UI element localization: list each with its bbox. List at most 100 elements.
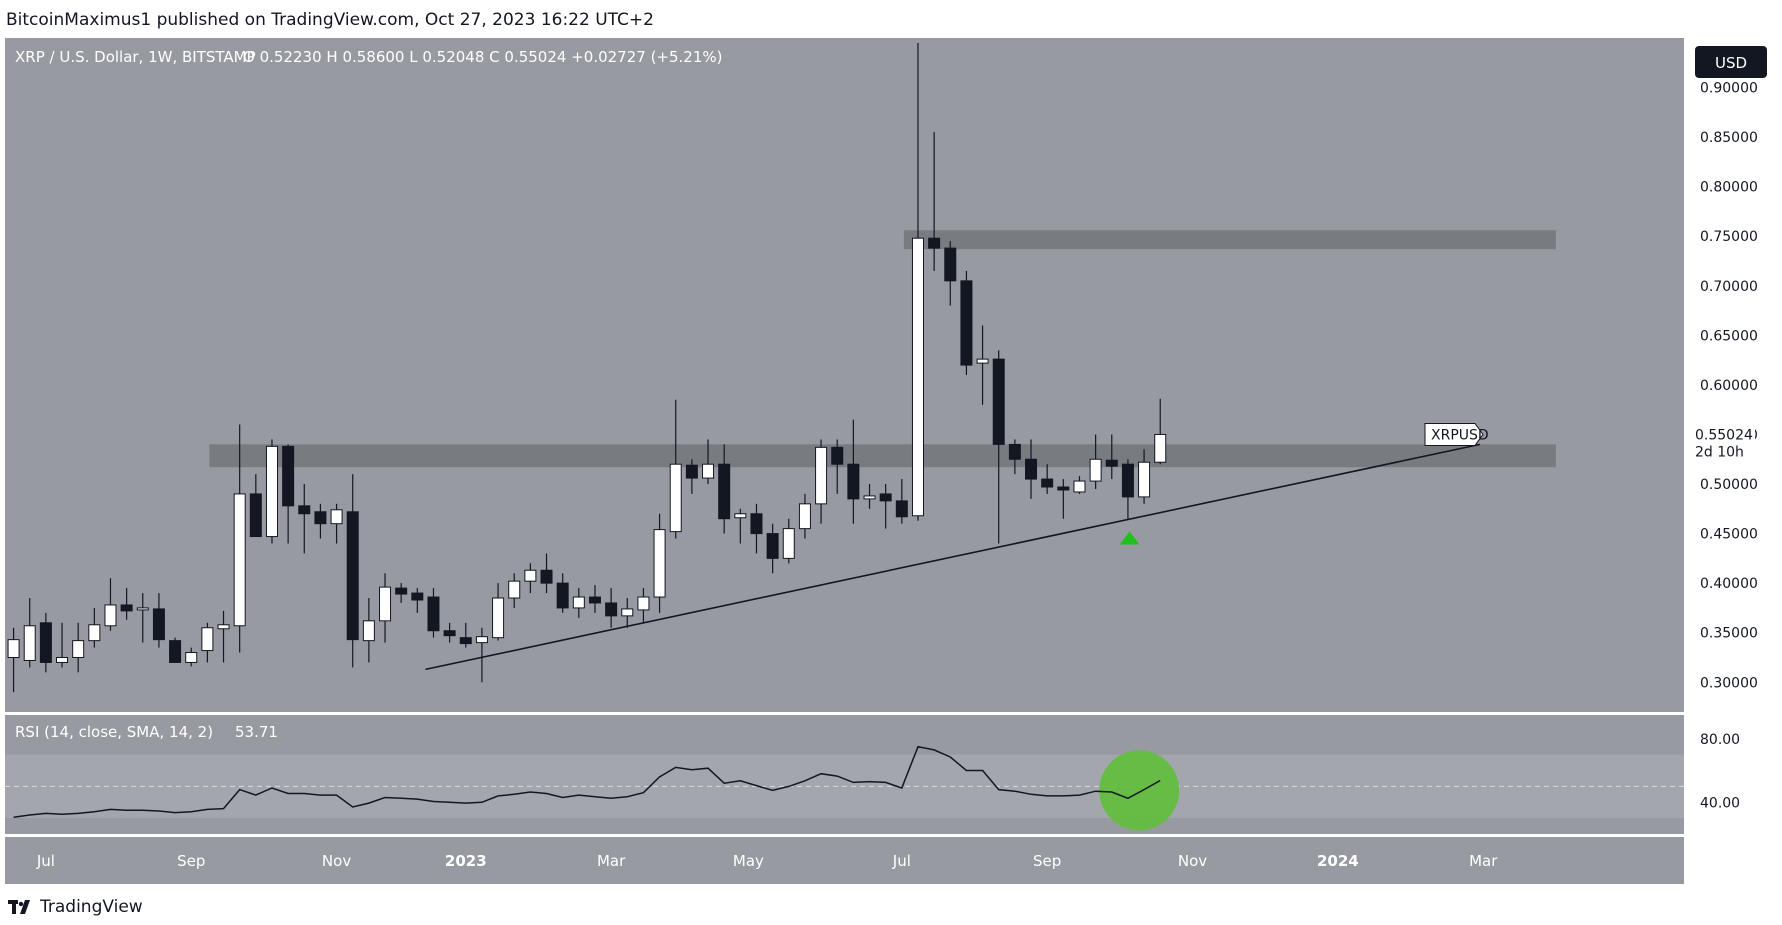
candle [669, 399, 682, 539]
price-axis[interactable] [1687, 38, 1777, 712]
candle [120, 588, 133, 620]
pane-separator[interactable] [5, 712, 1777, 715]
candle [233, 424, 246, 653]
candle-body [928, 237, 941, 249]
candle [298, 484, 311, 554]
candle-body [766, 533, 779, 559]
candle [879, 484, 892, 529]
candle-body [637, 596, 650, 611]
price-tick-label: 0.85000 [1700, 130, 1758, 146]
ohlc-value: 0.55024 [504, 48, 571, 66]
candle [976, 325, 989, 405]
candle-body [185, 652, 198, 663]
candle [1041, 464, 1054, 494]
axis-separator [1684, 38, 1687, 884]
candle [56, 622, 69, 668]
candle-body [960, 280, 973, 366]
candle-body [1089, 458, 1102, 482]
candle-body [282, 445, 295, 507]
candle [911, 42, 924, 521]
candle [928, 132, 941, 271]
candle [572, 588, 585, 618]
candle-body [1073, 480, 1086, 493]
currency-button-label: USD [1715, 54, 1747, 72]
candle-body [588, 596, 601, 604]
candle-body [831, 446, 844, 465]
candle-body [734, 513, 747, 519]
candle [1073, 476, 1086, 494]
symbol-tag [1424, 422, 1484, 446]
candle [605, 588, 618, 628]
price-tick-label: 0.45000 [1700, 527, 1758, 543]
price-tick-label: 0.65000 [1700, 328, 1758, 344]
candle-body [653, 529, 666, 598]
candle-body [508, 580, 521, 599]
candle-body [88, 624, 101, 642]
time-tick-label: 2023 [445, 852, 487, 870]
candle [475, 627, 488, 683]
candle [201, 622, 214, 663]
horizontal-zones [209, 230, 1556, 468]
candle [72, 622, 85, 673]
time-tick-label: Nov [322, 852, 351, 870]
candle-body [104, 604, 117, 627]
ohlc-values: O 0.52230 H 0.58600 L 0.52048 C 0.55024 … [243, 48, 723, 66]
candle [330, 503, 343, 544]
candle-body [750, 513, 763, 535]
rsi-line [13, 745, 1161, 819]
rsi-axis[interactable] [1687, 715, 1777, 834]
ohlc-value: 0.58600 [342, 48, 409, 66]
candle-body [72, 640, 85, 658]
time-axis[interactable] [5, 837, 1684, 884]
chart-svg[interactable]: 0.30000 0.35000 0.40000 0.45000 0.50000 0.550… [5, 38, 1777, 884]
candle-body [39, 622, 52, 663]
candle [992, 350, 1005, 544]
chart-frame[interactable]: 0.30000 0.35000 0.40000 0.45000 0.50000 0.550… [5, 38, 1777, 884]
price-tick-label: 0.40000 [1700, 576, 1758, 592]
candle-body [702, 463, 715, 479]
symbol-tag-label: XRPUSD [1431, 427, 1489, 443]
candle [88, 607, 101, 648]
candle [136, 593, 149, 643]
price-tick-label: 0.60000 [1700, 378, 1758, 394]
candle-body [798, 503, 811, 530]
candle [588, 585, 601, 613]
candle [395, 583, 408, 603]
candle-body [411, 592, 424, 601]
candle [1089, 434, 1102, 489]
candle-body [152, 608, 165, 641]
candle-body [459, 637, 472, 645]
ohlc-key: C [489, 48, 504, 66]
rsi-value: 53.71 [235, 723, 278, 741]
candle-body [314, 511, 327, 525]
ascending-trendline [425, 443, 1481, 671]
candle [411, 588, 424, 613]
candle [702, 439, 715, 485]
candle [508, 573, 521, 608]
candle [1025, 439, 1038, 499]
candle [524, 563, 537, 594]
candle-body [879, 493, 892, 502]
candle-body [201, 627, 214, 652]
candle-body [1008, 443, 1021, 460]
candle-body [895, 500, 908, 518]
trendline-group [425, 443, 1481, 671]
time-tick-label: May [733, 852, 764, 870]
currency-button[interactable] [1695, 46, 1767, 78]
candle-body [976, 358, 989, 364]
candle-body [1138, 461, 1151, 498]
tradingview-logo-icon [8, 900, 30, 914]
time-tick-label: Mar [1469, 852, 1498, 870]
candle-body [379, 586, 392, 622]
ohlc-value: 0.52048 [422, 48, 489, 66]
price-tick-label: 0.80000 [1700, 180, 1758, 196]
time-tick-label: Nov [1178, 852, 1207, 870]
price-pane[interactable] [5, 38, 1684, 712]
candle [104, 578, 117, 631]
candle [944, 241, 957, 306]
candle-body [427, 596, 440, 632]
candle-body [556, 582, 569, 609]
candle [169, 637, 182, 663]
candle [847, 419, 860, 524]
candle [39, 612, 52, 673]
